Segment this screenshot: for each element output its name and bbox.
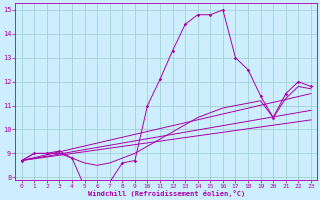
X-axis label: Windchill (Refroidissement éolien,°C): Windchill (Refroidissement éolien,°C) [88, 190, 245, 197]
